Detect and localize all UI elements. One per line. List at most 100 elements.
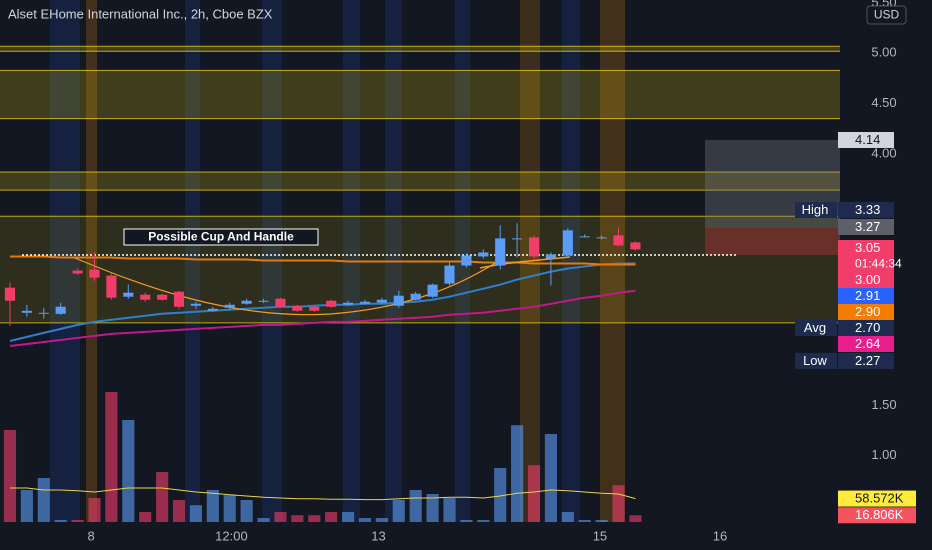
tag-caption: Low — [803, 353, 827, 368]
price-tag-label: 2.64 — [855, 336, 880, 351]
volume-bar — [3, 430, 17, 522]
volume-bar — [358, 518, 372, 522]
y-tick-label: 1.50 — [871, 397, 896, 412]
y-tick-label: 4.50 — [871, 95, 896, 110]
axes: 5.50 5.00 4.50 4.00 1.50 1.00 8 12:00 13 15 16 — [87, 0, 896, 543]
session-highlights — [50, 0, 625, 522]
candle-body — [461, 255, 472, 266]
candle-body — [630, 242, 641, 250]
countdown: 01:44:34 — [855, 257, 902, 271]
moving-average — [9, 289, 636, 347]
x-tick-label: 15 — [593, 528, 607, 543]
volume-bar — [291, 515, 304, 522]
volume — [3, 392, 642, 522]
currency-box[interactable] — [866, 5, 907, 25]
candle-body — [562, 230, 573, 256]
candles — [4, 223, 641, 326]
volume-bar — [392, 500, 405, 522]
price-tag-label: 3.33 — [855, 202, 880, 217]
volume-bar — [274, 512, 287, 522]
candle-body — [190, 303, 201, 306]
candle-body — [106, 275, 117, 298]
candle-body — [173, 291, 185, 307]
volume-tag — [838, 507, 916, 524]
candle-body — [55, 306, 66, 314]
tag-caption-bg — [795, 202, 837, 218]
moving-average — [10, 255, 636, 266]
x-tick-label: 8 — [87, 528, 94, 543]
highlight — [562, 0, 580, 522]
tag-caption: Avg — [804, 320, 826, 335]
x-tick-label: 13 — [371, 528, 385, 543]
volume-tag-label: 58.572K — [855, 491, 904, 506]
x-tick-label: 12:00 — [215, 528, 248, 543]
candle-body — [596, 237, 607, 239]
price-tag — [838, 320, 894, 336]
zone — [0, 46, 840, 52]
candle-body — [38, 312, 49, 314]
y-tick-label: 1.00 — [871, 447, 896, 462]
price-tag — [838, 132, 894, 148]
volume-bar — [409, 490, 422, 522]
candle-body — [613, 235, 624, 246]
volume-bar — [544, 434, 557, 522]
price-tag-label: 2.70 — [855, 320, 880, 335]
candle-body — [224, 304, 235, 308]
price-tag-label: 2.91 — [855, 288, 880, 303]
volume-bar — [122, 420, 135, 522]
volume-bar — [223, 495, 236, 522]
price-tag — [838, 202, 894, 218]
moving-average — [9, 262, 636, 342]
candle-body — [157, 294, 168, 300]
volume-bar — [511, 425, 524, 522]
candle-body — [4, 287, 16, 301]
price-tag-label: 3.05 — [855, 240, 880, 255]
candle-body — [342, 302, 354, 305]
stop-area — [705, 228, 840, 255]
handle-curve — [479, 256, 571, 269]
tag-caption-bg — [795, 353, 837, 369]
cup-curve — [74, 257, 498, 316]
candle-body — [207, 308, 218, 311]
candle-body — [359, 301, 371, 304]
price-tag — [838, 240, 894, 272]
volume-bar — [71, 520, 84, 522]
volume-bar — [37, 478, 50, 522]
price-tag — [838, 304, 894, 320]
volume-bar — [341, 512, 355, 522]
candle-body — [326, 300, 337, 307]
volume-bar — [240, 500, 253, 522]
volume-bar — [460, 520, 473, 522]
annotation: Possible Cup And Handle — [148, 230, 294, 244]
candle-body — [495, 238, 506, 266]
zone — [0, 171, 840, 191]
volume-bar — [494, 468, 507, 522]
volume-bar — [308, 515, 321, 522]
candle-body — [89, 269, 100, 278]
volume-bar — [578, 520, 591, 522]
y-tick-label: 4.00 — [871, 145, 896, 160]
highlight — [600, 0, 625, 522]
volume-bar — [527, 465, 541, 522]
candle-body — [376, 299, 387, 303]
candle-body — [123, 292, 134, 297]
moving-averages — [9, 255, 636, 347]
candle-body — [292, 305, 303, 311]
chart-title: Alset EHome International Inc., 2h, Cboe… — [8, 6, 273, 21]
volume-bar — [595, 520, 608, 522]
volume-bar — [426, 494, 439, 522]
price-tag — [838, 353, 894, 369]
currency[interactable]: USD — [874, 8, 900, 22]
price-tag-label: 3.27 — [855, 219, 880, 234]
price-tag — [838, 288, 894, 304]
tag-caption-bg — [795, 320, 837, 336]
volume-bar — [139, 512, 152, 522]
candle-body — [140, 294, 151, 300]
candle-body — [545, 254, 556, 259]
volume-bar — [172, 500, 186, 522]
candle-body — [444, 265, 455, 284]
candle-body — [241, 300, 252, 304]
volume-bar — [561, 512, 574, 522]
candle-body — [410, 293, 421, 300]
